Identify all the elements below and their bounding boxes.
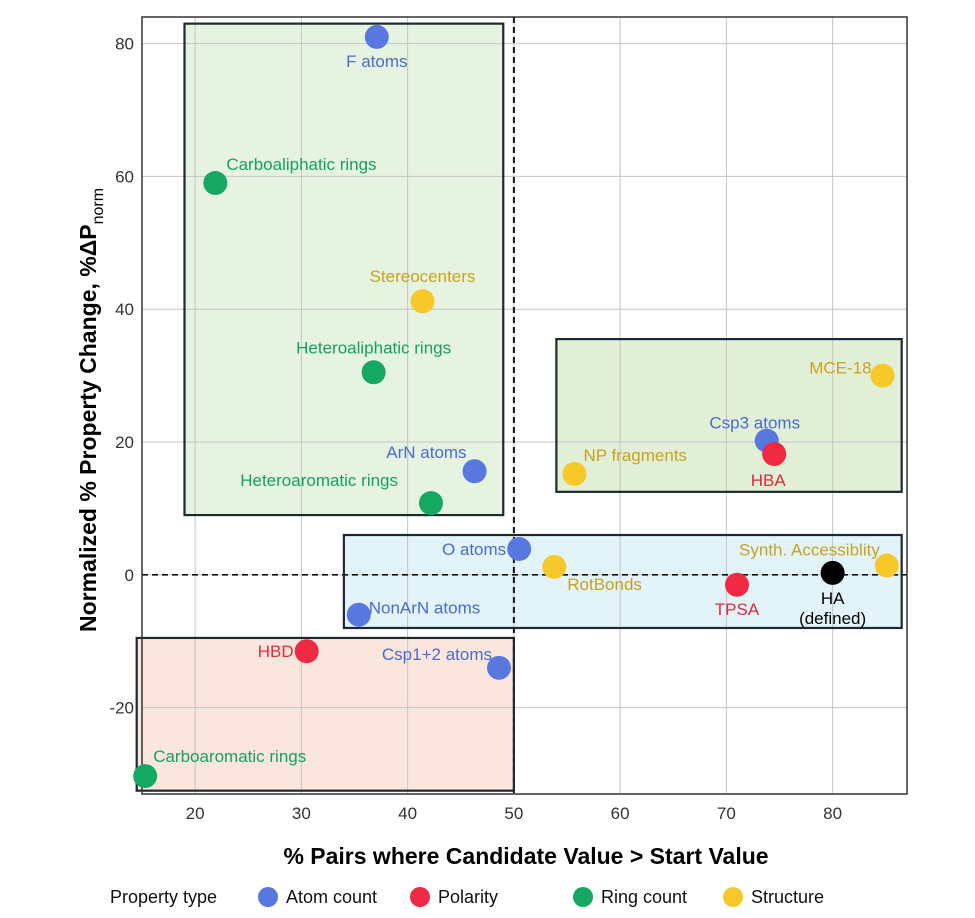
x-tick-label: 20 — [186, 804, 205, 823]
region-border-1 — [555, 337, 903, 493]
data-point — [203, 171, 228, 196]
data-label: Csp1+2 atoms — [382, 645, 492, 664]
data-label: NonArN atoms — [369, 599, 480, 618]
y-axis-title: Normalized % Property Change, %ΔPnorm — [75, 188, 107, 632]
highlight-regions — [136, 23, 902, 791]
data-label: Carboaromatic rings — [153, 747, 306, 766]
legend-label: Atom count — [286, 887, 377, 907]
y-axis-title-main: Normalized % Property Change, %ΔP — [75, 224, 101, 632]
data-label: HBD — [258, 642, 294, 661]
x-tick-label: 30 — [292, 804, 311, 823]
legend-title: Property type — [110, 887, 217, 907]
legend-marker — [723, 887, 743, 907]
x-tick-label: 60 — [611, 804, 630, 823]
legend-label: Polarity — [438, 887, 498, 907]
data-label: Csp3 atoms — [709, 414, 800, 433]
data-labels: F atoms Carboaliphatic rings Stereocenters… — [153, 52, 880, 766]
data-label: NP fragments — [583, 446, 687, 465]
data-point — [725, 572, 749, 597]
data-label: RotBonds — [567, 575, 642, 594]
data-point — [294, 639, 319, 664]
data-label: O atoms — [442, 540, 506, 559]
data-point — [542, 554, 567, 579]
data-label: Carboaliphatic rings — [226, 155, 376, 174]
data-point — [762, 441, 787, 466]
data-label: Heteroaliphatic rings — [296, 338, 451, 357]
data-point — [874, 553, 899, 578]
data-sublabel: (defined) — [799, 609, 866, 628]
y-axis-title-subscript: norm — [90, 188, 107, 224]
legend-marker — [258, 887, 278, 907]
data-label: Synth. Accessiblity — [739, 541, 880, 560]
y-tick-label: 80 — [115, 35, 134, 54]
gridlines — [142, 17, 907, 794]
x-axis-title: % Pairs where Candidate Value > Start Va… — [283, 843, 768, 869]
data-point — [562, 461, 587, 486]
data-label: Heteroaromatic rings — [240, 471, 398, 490]
data-label: F atoms — [346, 52, 407, 71]
region-border-2 — [342, 533, 903, 630]
data-label: Stereocenters — [370, 267, 476, 286]
data-point — [507, 536, 532, 561]
data-points — [133, 24, 899, 789]
data-point — [361, 360, 386, 385]
region-2 — [343, 535, 902, 628]
data-label: TPSA — [715, 600, 760, 619]
region-1 — [556, 339, 902, 492]
data-point — [364, 24, 389, 49]
y-tick-label: 60 — [115, 167, 134, 186]
data-point — [410, 289, 435, 314]
axis-ticks: 20 30 40 50 60 70 80 80 60 40 20 0 -20 — [109, 35, 842, 823]
legend-marker — [410, 887, 430, 907]
data-label: ArN atoms — [386, 443, 466, 462]
reference-lines — [142, 17, 907, 794]
data-point — [133, 764, 158, 789]
region-0 — [184, 23, 504, 516]
data-label: HA — [821, 589, 845, 608]
data-point — [820, 560, 845, 585]
data-point — [462, 459, 487, 484]
y-tick-label: 0 — [125, 566, 134, 585]
region-border-0 — [183, 22, 505, 517]
legend-label: Structure — [751, 887, 824, 907]
y-tick-label: 20 — [115, 433, 134, 452]
legend-marker — [573, 887, 593, 907]
region-border-3 — [135, 636, 515, 792]
legend-label: Ring count — [601, 887, 687, 907]
data-point — [419, 491, 443, 516]
x-tick-label: 80 — [823, 804, 842, 823]
region-borders — [135, 22, 903, 792]
x-tick-label: 70 — [717, 804, 736, 823]
x-tick-label: 40 — [398, 804, 417, 823]
x-tick-label: 50 — [504, 804, 523, 823]
plot-frame — [141, 16, 908, 795]
y-tick-label: -20 — [109, 699, 134, 718]
data-label: MCE-18 — [809, 359, 871, 378]
data-point — [346, 602, 371, 627]
y-tick-label: 40 — [115, 300, 134, 319]
legend: Property type Atom count Polarity Ring coun… — [110, 887, 824, 907]
region-3 — [136, 637, 514, 791]
data-point — [487, 655, 511, 680]
data-point — [870, 363, 895, 388]
data-label: HBA — [751, 471, 787, 490]
